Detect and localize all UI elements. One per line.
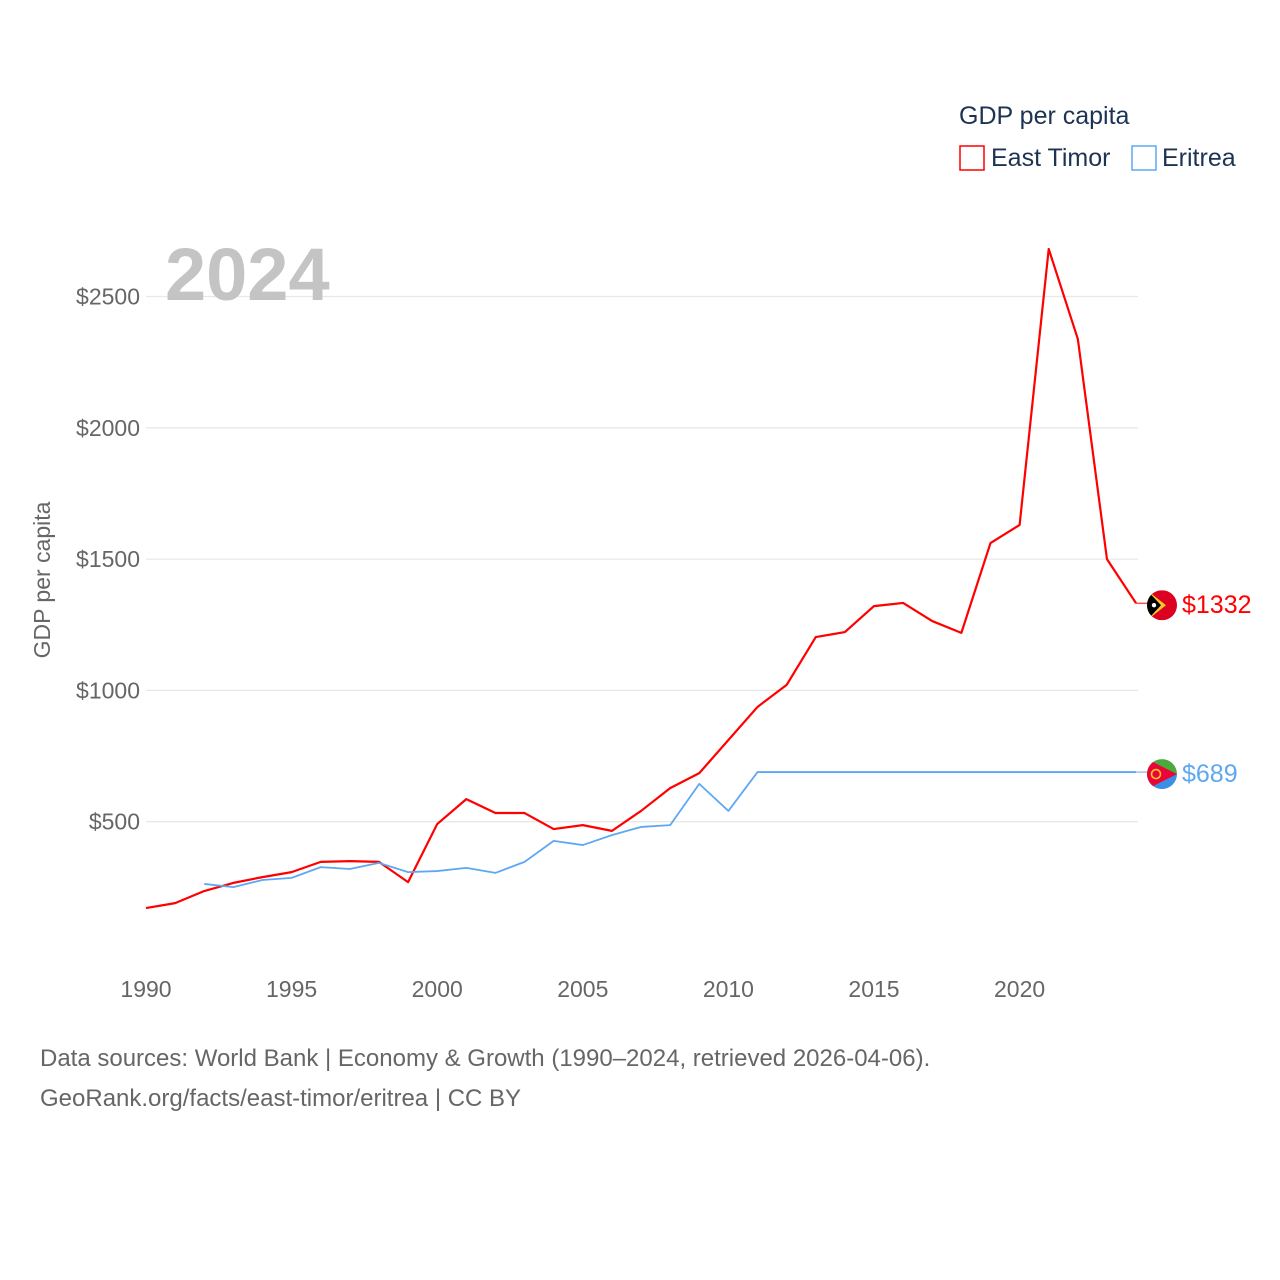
x-tick-label: 2020	[994, 976, 1045, 1002]
end-value-label: $1332	[1182, 591, 1252, 619]
x-tick-label: 2015	[848, 976, 899, 1002]
x-tick-label: 2010	[703, 976, 754, 1002]
y-tick-label: $2500	[76, 284, 140, 310]
end-value-label: $689	[1182, 760, 1238, 788]
y-tick-label: $1500	[76, 546, 140, 572]
x-tick-label: 2000	[412, 976, 463, 1002]
x-tick-label: 1990	[120, 976, 171, 1002]
y-tick-label: $500	[89, 809, 140, 835]
footer-link: GeoRank.org/facts/east-timor/eritrea | C…	[40, 1085, 522, 1112]
y-axis-label: GDP per capita	[29, 501, 55, 658]
east-timor-flag-icon	[1147, 590, 1177, 621]
series-line-east-timor	[145, 247, 1137, 910]
year-watermark: 2024	[165, 233, 330, 316]
y-tick-label: $2000	[76, 415, 140, 441]
series-line-eritrea	[204, 771, 1137, 888]
legend-label-eritrea[interactable]: Eritrea	[1162, 144, 1236, 172]
legend-title: GDP per capita	[959, 102, 1130, 130]
legend-swatch-eritrea[interactable]	[1131, 145, 1157, 171]
legend-label-east-timor[interactable]: East Timor	[991, 144, 1110, 172]
y-tick-label: $1000	[76, 677, 140, 703]
x-tick-label: 1995	[266, 976, 317, 1002]
footer-sources: Data sources: World Bank | Economy & Gro…	[40, 1045, 931, 1072]
eritrea-flag-icon	[1147, 759, 1177, 790]
x-tick-label: 2005	[557, 976, 608, 1002]
legend-swatch-east-timor[interactable]	[959, 145, 985, 171]
